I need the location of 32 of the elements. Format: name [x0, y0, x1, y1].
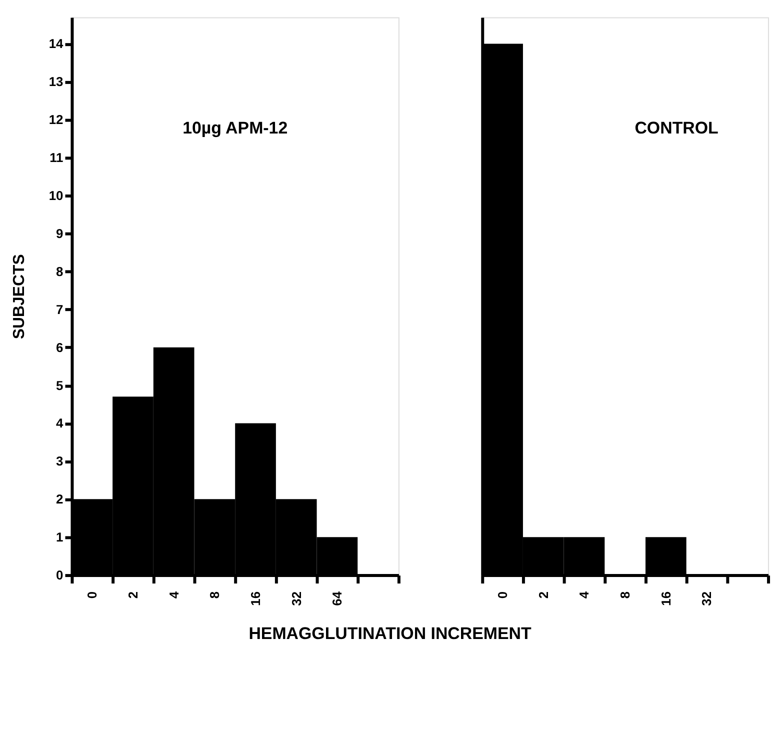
y-tick-label: 10	[48, 188, 64, 204]
x-tick-label: 2	[125, 591, 140, 599]
x-tick-label: 2	[536, 591, 551, 599]
x-tick-label: 4	[576, 590, 592, 599]
x-tick-label: 0	[495, 591, 510, 599]
y-tick-label: 6	[56, 340, 64, 355]
y-tick-label: 13	[48, 74, 64, 90]
x-tick-label: 64	[330, 590, 345, 606]
y-tick-label: 2	[56, 492, 64, 507]
y-tick-label: 4	[56, 416, 64, 431]
y-axis-title: SUBJECTS	[10, 254, 28, 340]
x-tick-label: 16	[658, 591, 674, 606]
y-tick-label: 5	[56, 378, 64, 393]
y-tick-label: 7	[56, 302, 64, 317]
x-tick-label: 8	[618, 591, 633, 599]
y-tick-label: 11	[50, 150, 64, 166]
y-tick-label: 1	[56, 530, 64, 545]
y-tick-label: 9	[56, 226, 64, 241]
x-tick-label: 0	[84, 591, 100, 599]
x-tick-label: 32	[288, 591, 304, 606]
x-tick-label: 4	[166, 590, 182, 599]
text: 10µg APM-12	[182, 118, 288, 138]
y-tick-label: 12	[48, 112, 64, 128]
y-tick-label: 0	[56, 568, 64, 583]
y-tick-label: 8	[56, 264, 64, 279]
x-tick-label: 16	[248, 591, 263, 606]
y-tick-label: 3	[56, 454, 64, 469]
x-tick-label: 32	[699, 591, 714, 606]
x-axis-title: HEMAGGLUTINATION INCREMENT	[248, 624, 532, 643]
y-tick-label: 14	[48, 36, 64, 52]
text: CONTROL	[634, 118, 718, 138]
x-tick-label: 8	[207, 591, 222, 599]
